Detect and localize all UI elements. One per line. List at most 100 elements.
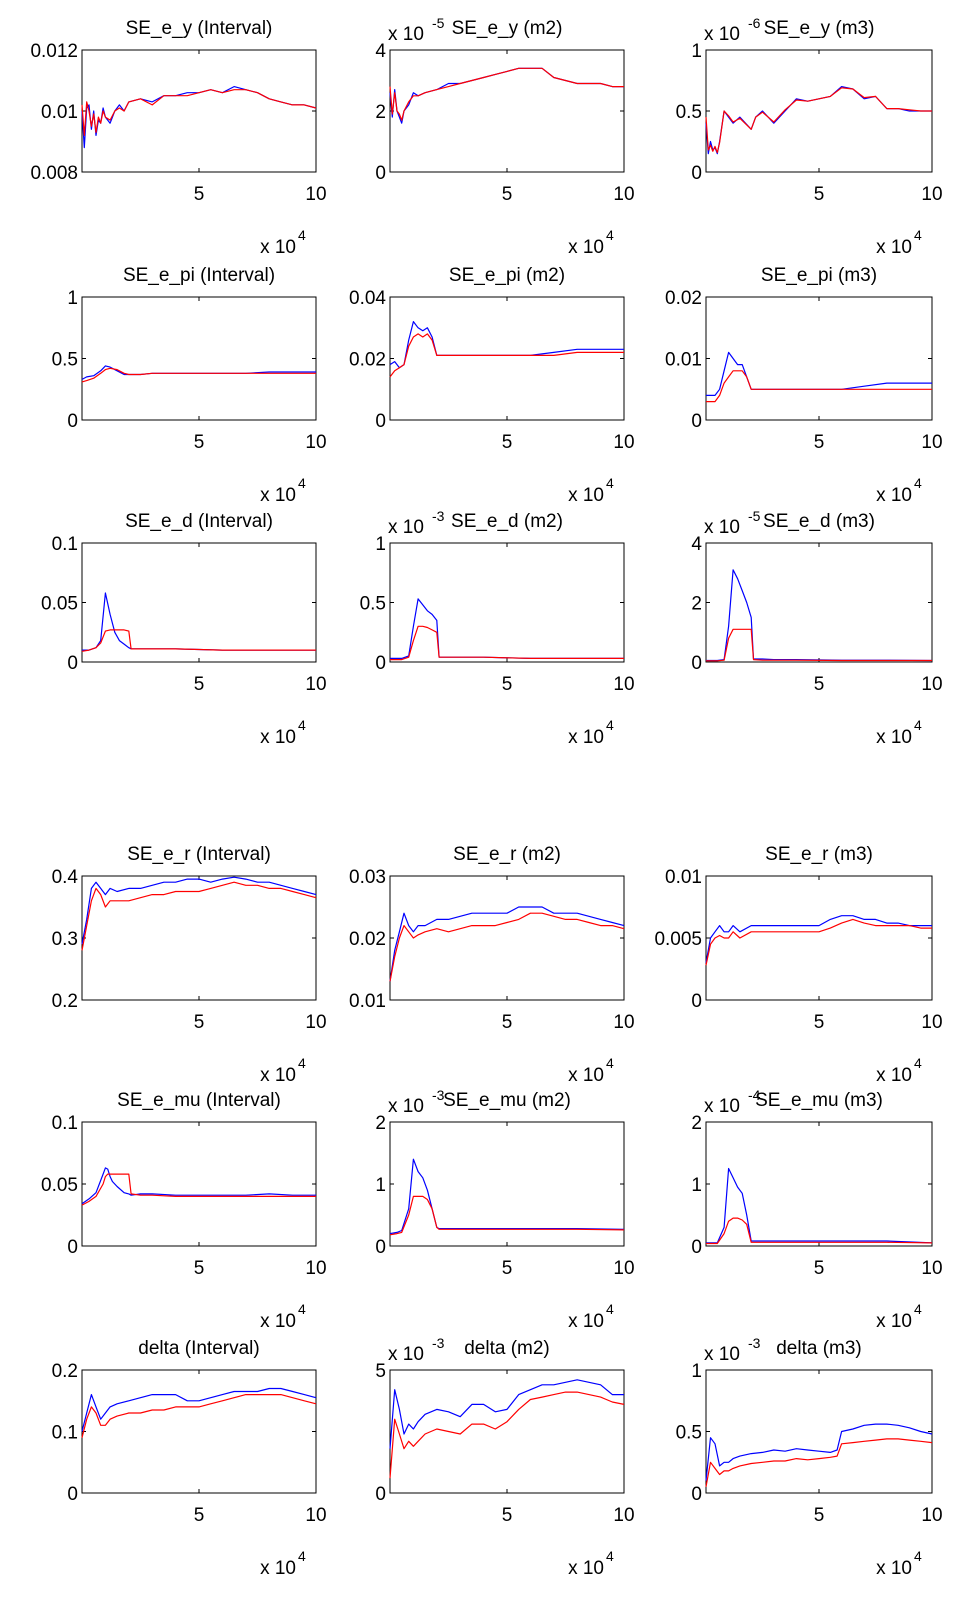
x-tick-label: 5 [502,432,513,453]
y-tick-label: 0 [691,411,702,432]
y-tick-label: 2 [375,102,386,123]
x-tick-label: 5 [814,432,825,453]
subplot-10: 0.2 0.3 0.4 5 10 x 104 SE_e_r (Interval) [52,844,327,1086]
subplot-7: 0 0.05 0.1 5 10 x 104 SE_e_d (Interval) [41,511,327,748]
y-exponent-power: -3 [748,1335,761,1351]
x-exponent-label: x 10 [876,237,912,258]
y-tick-label: 0.2 [52,1361,78,1382]
y-tick-label: 0 [691,163,702,184]
y-tick-label: 0.05 [41,594,78,615]
y-tick-label: 0.01 [665,350,702,371]
y-exponent-label: x 10 [388,24,424,45]
subplot-16: 0 0.1 0.2 5 10 x 104 delta (Interval) [52,1338,327,1579]
chart-title: SE_e_mu (m2) [443,1090,571,1111]
chart-title: SE_e_mu (m3) [755,1090,883,1111]
x-tick-label: 10 [613,432,634,453]
series-line-red [706,628,932,662]
axes-box [389,1369,625,1494]
x-tick-label: 5 [194,1012,205,1033]
series-line-red [706,370,932,403]
series-line-red [705,918,932,966]
x-exponent-label: x 10 [876,1065,912,1086]
series-line-red [81,881,317,951]
axes-box [705,1121,933,1247]
subplot-4: 0 0.5 1 5 10 x 104 SE_e_pi (Interval) [52,265,327,506]
y-tick-label: 0 [375,411,386,432]
y-tick-label: 0.1 [52,1423,78,1444]
series-line-blue [81,876,317,945]
series-line-red [81,1173,316,1206]
axes-box [705,875,933,1001]
x-tick-label: 5 [502,184,513,205]
x-tick-label: 10 [613,184,634,205]
series-line-red [705,1438,933,1487]
series-line-red [389,67,624,121]
x-tick-label: 10 [921,1505,942,1526]
chart-title: delta (m2) [464,1338,550,1359]
series-line-red [389,1391,625,1479]
x-exponent-power: 4 [914,717,922,733]
y-exponent-power: -3 [432,1087,445,1103]
y-tick-label: 0.5 [52,350,78,371]
chart-title: SE_e_r (Interval) [127,844,271,865]
x-exponent-power: 4 [606,717,614,733]
x-tick-label: 5 [502,1258,513,1279]
x-exponent-label: x 10 [876,1558,912,1579]
y-tick-label: 0.2 [52,991,78,1012]
x-exponent-power: 4 [914,1055,922,1071]
axes-box [81,875,317,1001]
series-line-red [389,912,625,982]
chart-title: delta (Interval) [138,1338,259,1359]
x-tick-label: 10 [921,674,942,695]
x-exponent-power: 4 [914,1548,922,1564]
y-exponent-power: -4 [748,1087,761,1103]
y-tick-label: 0 [691,653,702,674]
axes-box [81,542,317,663]
chart-title: SE_e_y (m2) [452,18,563,39]
x-exponent-power: 4 [606,227,614,243]
x-exponent-label: x 10 [568,237,604,258]
axes-box [705,1369,933,1494]
x-tick-label: 10 [305,1505,326,1526]
axes-box [389,1121,625,1247]
y-tick-label: 0 [375,1484,386,1505]
x-tick-label: 5 [502,1012,513,1033]
series-line-red [389,1195,625,1236]
y-exponent-power: -5 [748,508,761,524]
y-tick-label: 0.01 [41,102,78,123]
series-line-blue [706,1167,933,1244]
x-exponent-power: 4 [606,1301,614,1317]
x-tick-label: 10 [921,184,942,205]
x-tick-label: 10 [305,184,326,205]
y-exponent-label: x 10 [704,1344,740,1365]
y-exponent-power: -3 [432,1335,445,1351]
x-exponent-label: x 10 [568,727,604,748]
chart-title: SE_e_d (Interval) [125,511,273,532]
x-tick-label: 5 [194,432,205,453]
x-exponent-power: 4 [914,475,922,491]
x-exponent-label: x 10 [260,1558,296,1579]
x-exponent-power: 4 [606,1055,614,1071]
series-line-red [81,367,316,383]
y-tick-label: 0.005 [654,929,702,950]
subplot-13: 0 0.05 0.1 5 10 x 104 SE_e_mu (Interval) [41,1090,327,1332]
y-tick-label: 0.1 [52,1113,78,1134]
chart-title: SE_e_y (m3) [764,18,875,39]
y-tick-label: 0.5 [360,594,386,615]
subplot-11: 0.01 0.02 0.03 5 10 x 104 SE_e_r (m2) [349,844,635,1086]
chart-title: SE_e_d (m3) [763,511,875,532]
chart-title: SE_e_y (Interval) [126,18,273,39]
series-line-red [706,1217,933,1245]
x-exponent-label: x 10 [260,1311,296,1332]
y-exponent-power: -3 [432,508,445,524]
y-tick-label: 0.02 [349,929,386,950]
y-tick-label: 0.012 [30,41,78,62]
y-tick-label: 0.5 [676,102,702,123]
y-tick-label: 0.01 [349,991,386,1012]
axes-box [705,49,933,173]
y-tick-label: 2 [691,1113,702,1134]
series-line-blue [705,915,932,963]
